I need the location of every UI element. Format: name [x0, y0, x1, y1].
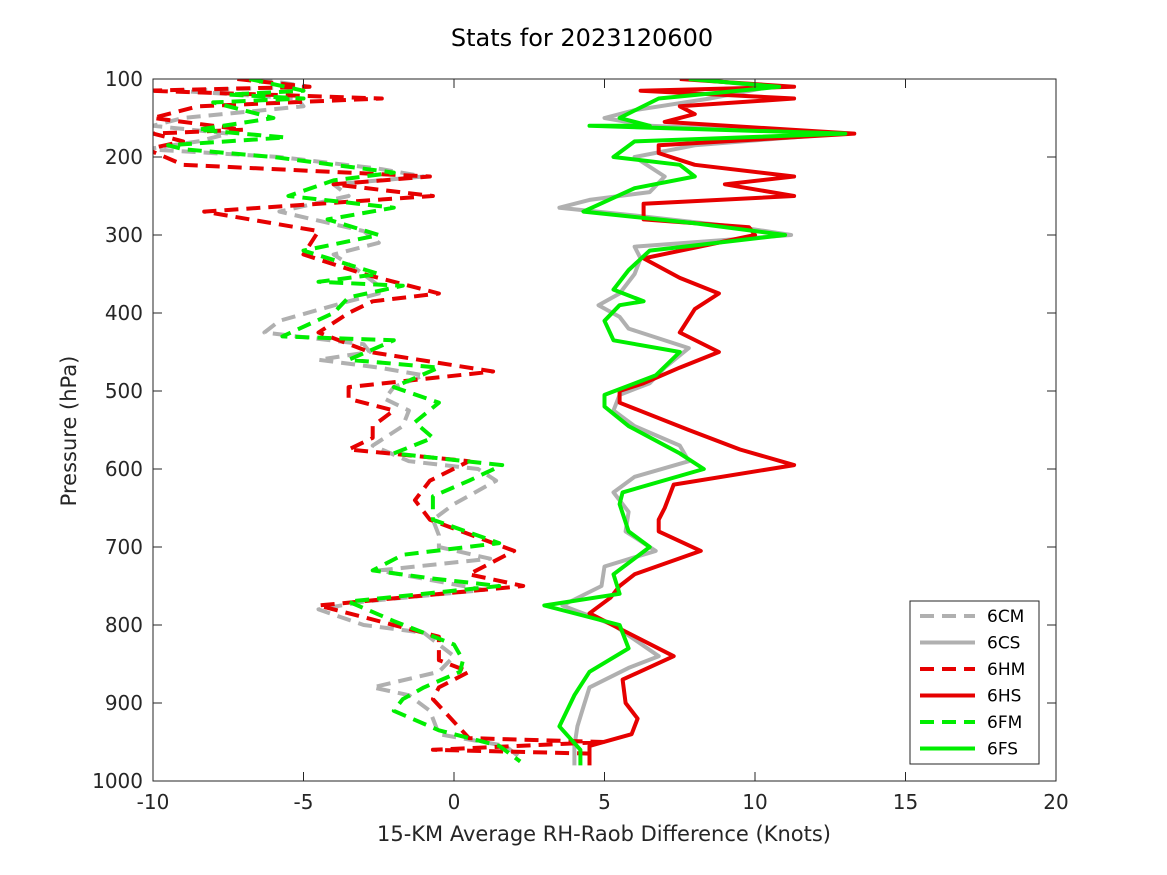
y-axis-label: Pressure (hPa) [57, 356, 81, 507]
legend-label-6cm: 6CM [987, 607, 1024, 627]
legend-label-6fm: 6FM [987, 713, 1022, 733]
y-tick-label: 200 [105, 145, 143, 169]
legend-label-6hm: 6HM [987, 660, 1025, 680]
x-tick-label: -5 [294, 790, 314, 814]
series-group [153, 79, 857, 766]
y-tick-label: 100 [105, 67, 143, 91]
x-tick-label: -10 [137, 790, 170, 814]
y-tick-label: 900 [105, 691, 143, 715]
y-tick-label: 600 [105, 457, 143, 481]
axes: -10 -5 0 5 10 15 20 100 200 300 400 500 600 700 800 900… [92, 67, 1069, 814]
series-line-6cs [557, 79, 842, 766]
x-tick-label: 20 [1043, 790, 1068, 814]
y-tick-label: 300 [105, 223, 143, 247]
y-tick-label: 400 [105, 301, 143, 325]
y-tick-label: 500 [105, 379, 143, 403]
y-tick-label: 800 [105, 613, 143, 637]
x-tick-label: 5 [598, 790, 611, 814]
series-line-6hs [587, 79, 857, 766]
x-tick-label: 10 [742, 790, 767, 814]
series-line-6fm [166, 79, 522, 764]
y-tick-label: 1000 [92, 769, 143, 793]
y-tick-label: 700 [105, 535, 143, 559]
legend: 6CM 6CS 6HM 6HS 6FM 6FS [909, 600, 1040, 765]
legend-box [909, 600, 1040, 765]
legend-label-6cs: 6CS [987, 634, 1020, 654]
series-line-6fs [542, 79, 848, 766]
x-tick-label: 15 [893, 790, 918, 814]
x-tick-label: 0 [448, 790, 461, 814]
x-axis-label: 15-KM Average RH-Raob Difference (Knots) [377, 822, 831, 846]
plot-area [153, 79, 857, 766]
chart-title: Stats for 2023120600 [451, 24, 713, 52]
legend-label-6fs: 6FS [987, 740, 1018, 760]
legend-label-6hs: 6HS [987, 687, 1021, 707]
